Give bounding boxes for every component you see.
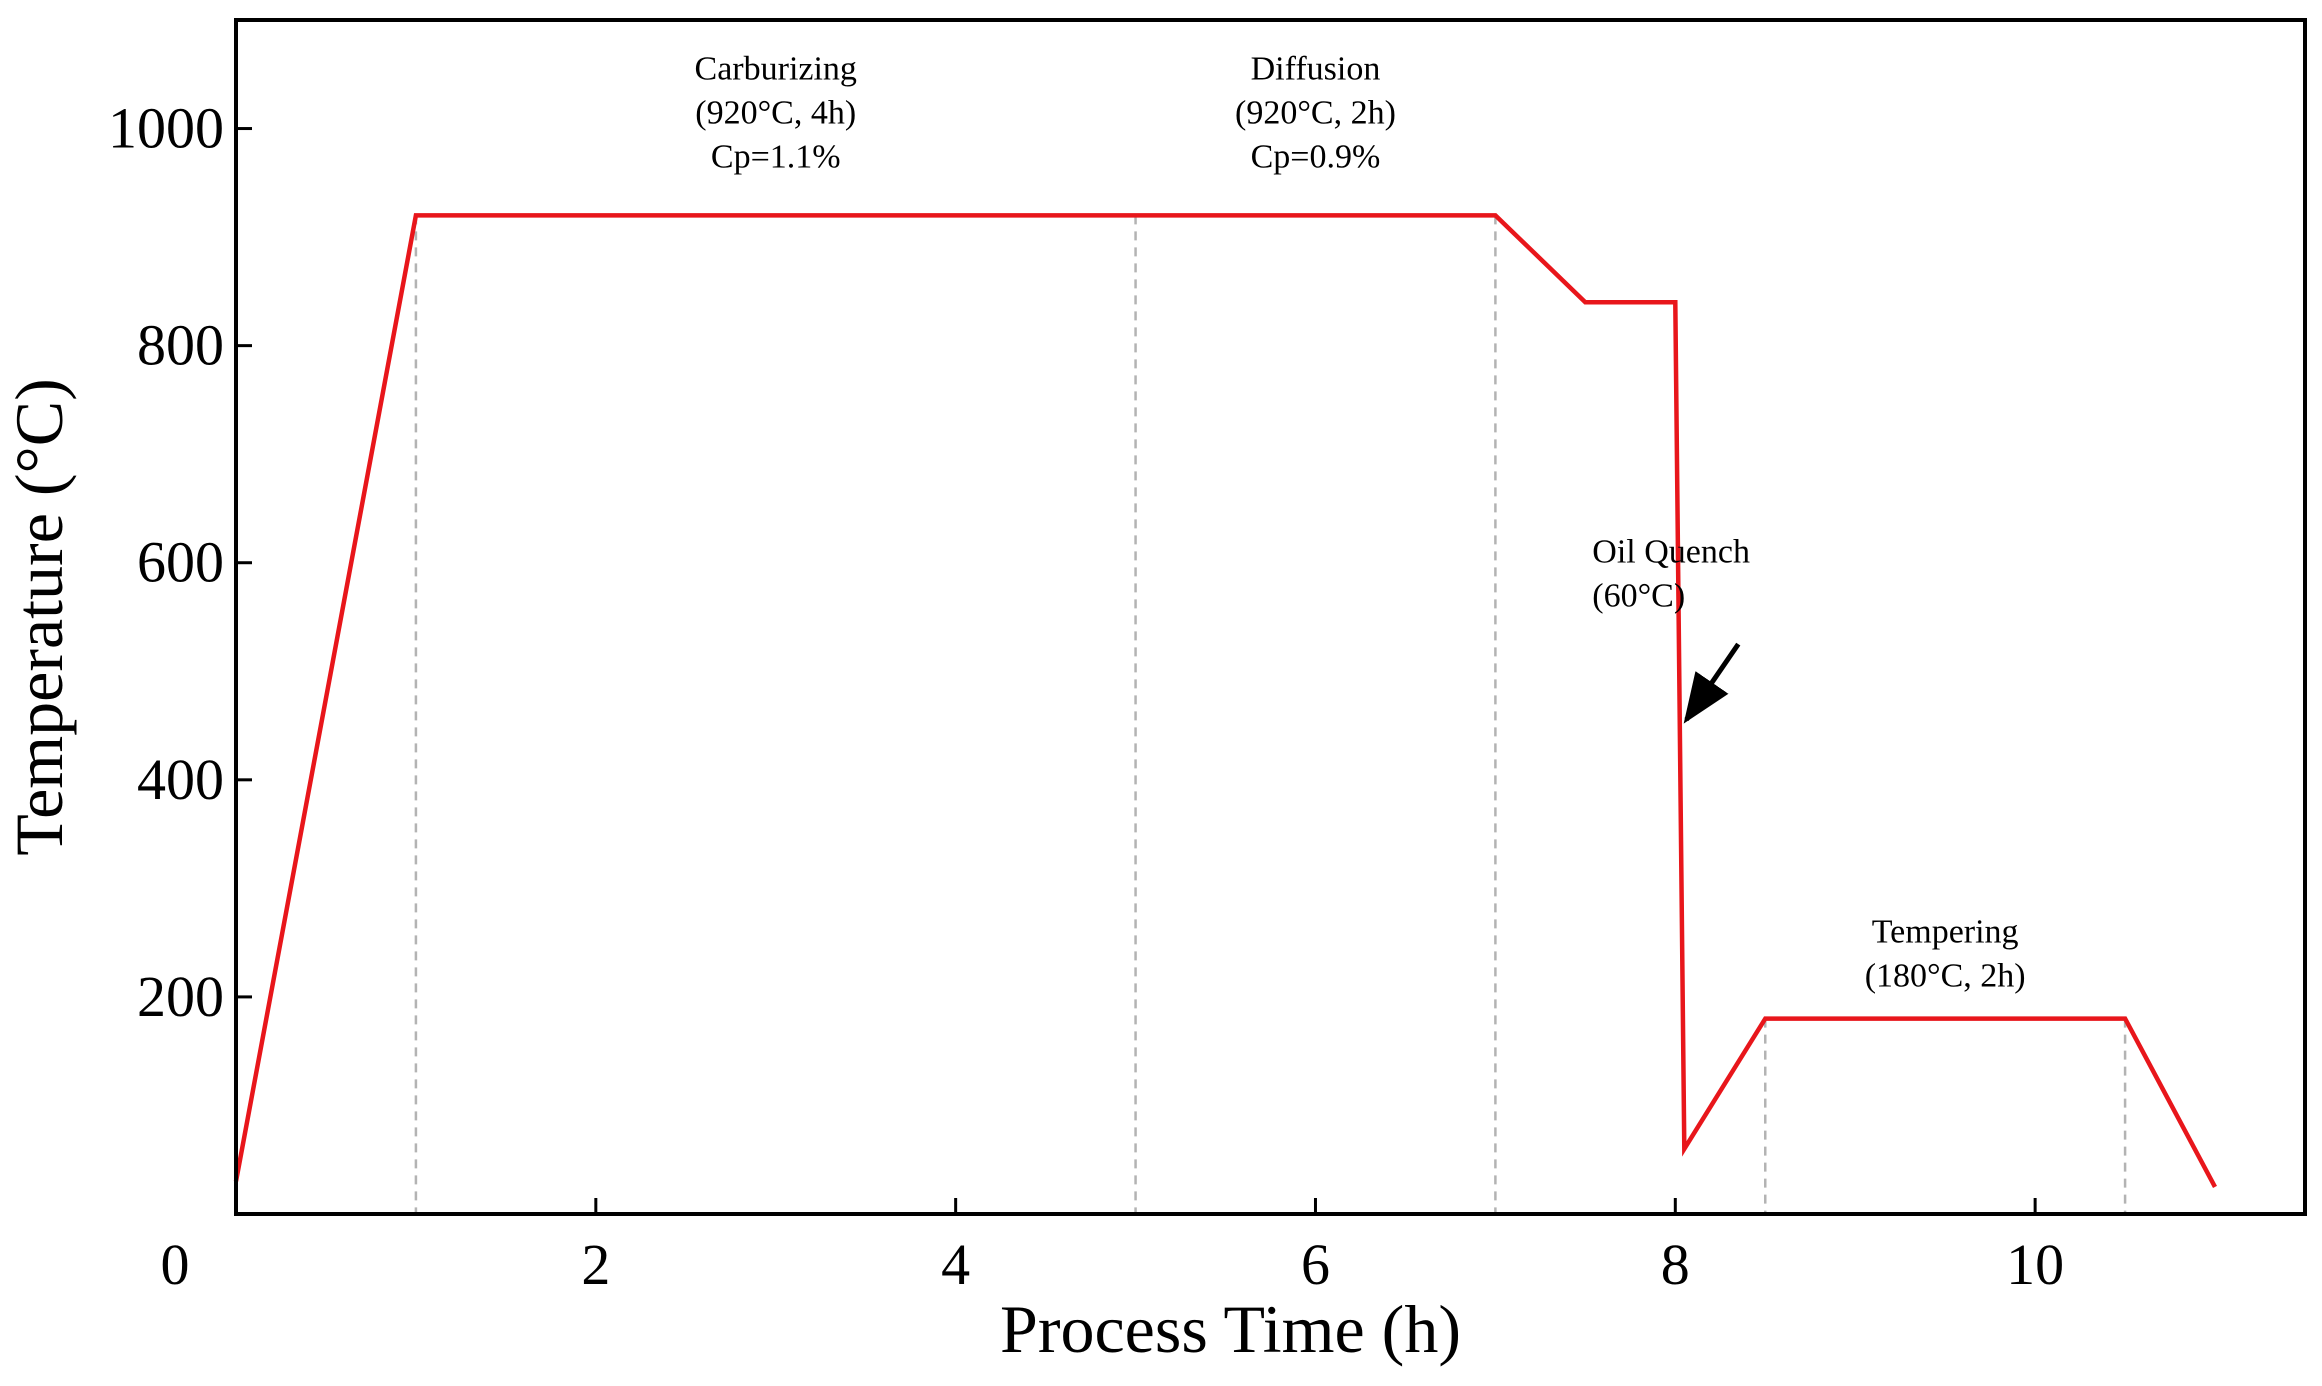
oil-quench-arrow <box>1683 642 1741 724</box>
reference-lines <box>414 215 2127 1214</box>
tempering-annotation: Tempering (180°C, 2h) <box>1865 914 2026 995</box>
series-line <box>233 213 2217 1188</box>
oil-quench-annotation: Oil Quench (60°C) <box>1592 534 1750 615</box>
y-tick-label: 600 <box>137 530 224 595</box>
x-tick-label: 6 <box>1301 1232 1330 1297</box>
diffusion-annotation-line: Diffusion <box>1251 51 1381 88</box>
diffusion-annotation-line: (920°C, 2h) <box>1235 95 1396 132</box>
diffusion-annotation: Diffusion (920°C, 2h) Cp=0.9% <box>1235 51 1396 176</box>
series-layer <box>233 213 2217 1188</box>
x-axis-label: Process Time (h) <box>1000 1291 1461 1367</box>
y-axis-label: Temperature (°C) <box>1 378 77 855</box>
x-tick-label: 2 <box>581 1232 610 1297</box>
x-tick-label: 10 <box>2006 1232 2064 1297</box>
oil-quench-annotation-line: Oil Quench <box>1592 534 1750 571</box>
carburizing-annotation-line: (920°C, 4h) <box>695 95 856 132</box>
carburizing-annotation-line: Cp=1.1% <box>711 139 841 176</box>
x-tick-label: 4 <box>941 1232 970 1297</box>
plot-frame <box>234 18 2307 1216</box>
origin-tick-label: 0 <box>161 1232 190 1297</box>
carburizing-annotation-line: Carburizing <box>695 51 857 88</box>
annotations-layer: Carburizing (920°C, 4h) Cp=1.1% Diffusion (9… <box>695 51 2026 995</box>
oil-quench-annotation-line: (60°C) <box>1592 578 1685 615</box>
tempering-annotation-line: Tempering <box>1872 914 2019 951</box>
y-tick-label: 200 <box>137 964 224 1029</box>
tempering-annotation-line: (180°C, 2h) <box>1865 958 2026 995</box>
y-tick-label: 400 <box>137 747 224 812</box>
x-tick-label: 8 <box>1661 1232 1690 1297</box>
diffusion-annotation-line: Cp=0.9% <box>1251 139 1381 176</box>
y-tick-label: 1000 <box>108 96 224 161</box>
y-tick-label: 800 <box>137 313 224 378</box>
carburizing-annotation: Carburizing (920°C, 4h) Cp=1.1% <box>695 51 857 176</box>
axes-layer: 2 4 6 8 10 200 400 600 800 1000 0 Process Time (h) T… <box>1 18 2307 1367</box>
